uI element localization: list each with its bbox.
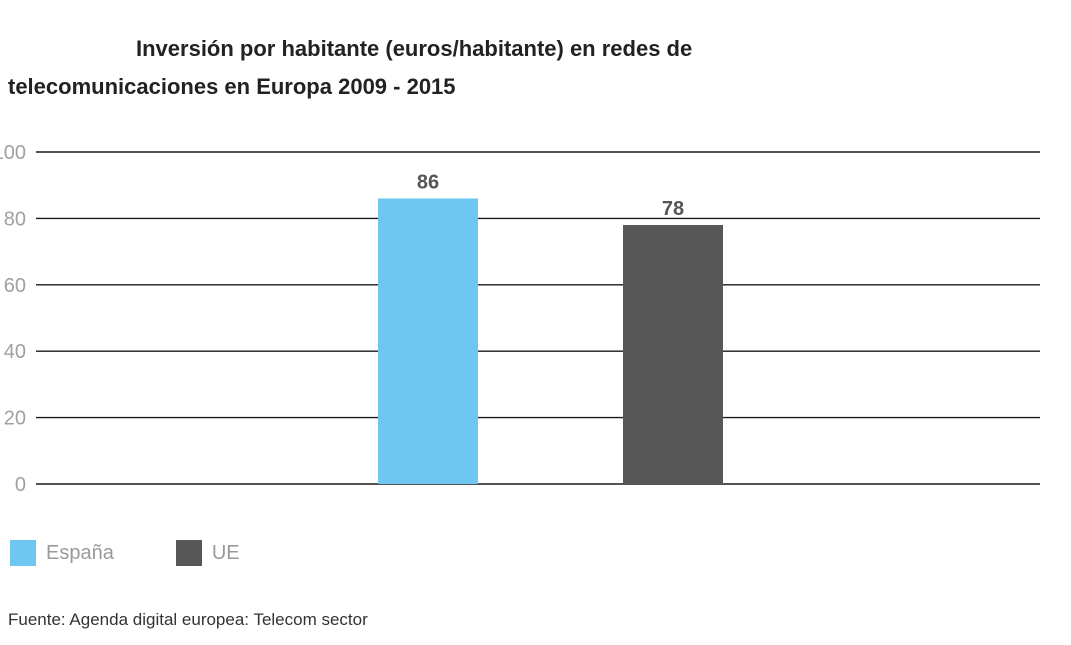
data-label-espana: 86 [417, 171, 439, 193]
source-note: Fuente: Agenda digital europea: Telecom … [8, 610, 368, 629]
bar-ue [623, 225, 723, 485]
legend-swatch-espana [10, 540, 36, 566]
chart-title-line-1: Inversión por habitante (euros/habitante… [136, 36, 693, 61]
legend-label-espana: España [46, 541, 114, 564]
data-label-ue: 78 [662, 198, 684, 220]
legend-item-ue: UE [175, 540, 240, 566]
y-tick-label-40: 40 [4, 341, 26, 363]
y-tick-label-60: 60 [4, 275, 26, 297]
y-tick-label-0: 0 [15, 474, 26, 496]
legend-swatch-ue [175, 540, 202, 566]
y-tick-label-80: 80 [4, 208, 26, 230]
chart-title: Inversión por habitante (euros/habitante… [8, 30, 908, 106]
chart-title-line-2: telecomunicaciones en Europa 2009 - 2015 [8, 74, 456, 99]
legend-item-espana: España [10, 540, 114, 566]
legend-label-ue: UE [211, 541, 240, 564]
y-tick-label-20: 20 [4, 408, 26, 430]
y-tick-label-100: 100 [0, 142, 26, 164]
chart-legend: España UE [10, 538, 302, 568]
bar-espana [378, 198, 478, 485]
